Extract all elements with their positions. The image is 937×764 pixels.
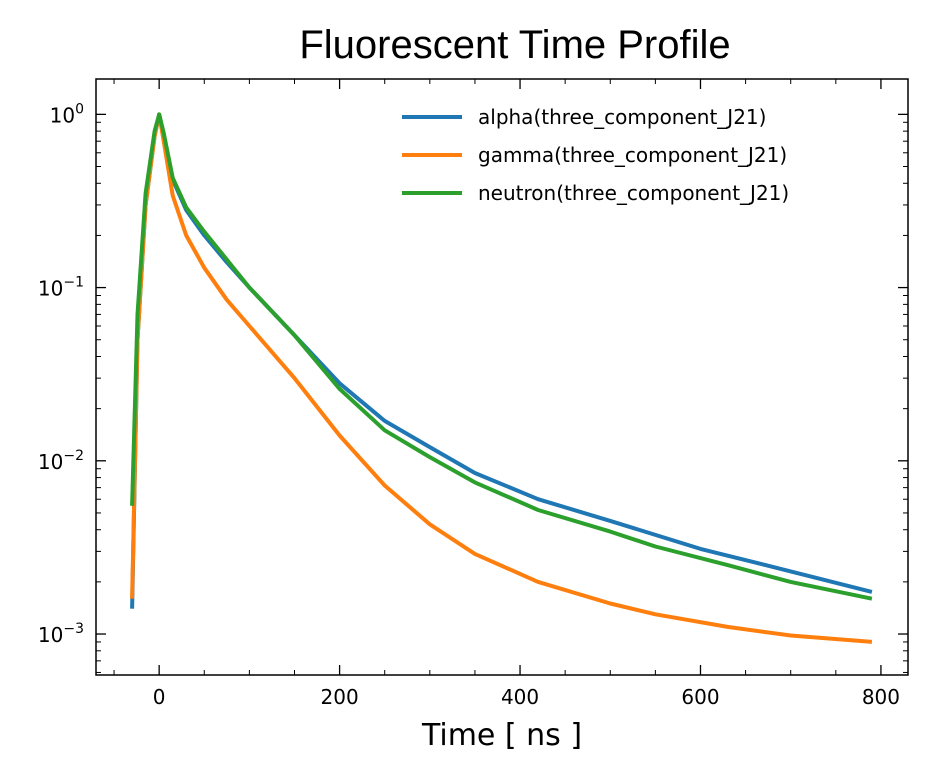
x-axis-label: Time [ ns ]	[421, 718, 582, 753]
x-tick-labels: 0 200 400 600 800	[153, 685, 900, 709]
x-tick-label: 800	[862, 685, 900, 709]
x-tick-label: 200	[321, 685, 359, 709]
lines-layer	[130, 112, 873, 644]
x-tick-label: 600	[681, 685, 719, 709]
y-tick-label: 10−1	[38, 275, 84, 301]
y-tick-labels: 10−3 10−2 10−1 100	[38, 101, 84, 647]
legend-label: neutron(three_component_J21)	[478, 181, 789, 205]
x-tick-label: 0	[153, 685, 166, 709]
legend: alpha(three_component_J21) gamma(three_co…	[402, 105, 789, 205]
y-tick-label: 10−2	[38, 448, 84, 474]
chart-title: Fluorescent Time Profile	[299, 23, 730, 67]
legend-label: gamma(three_component_J21)	[478, 143, 787, 167]
y-tick-label: 100	[50, 101, 84, 127]
plot-frame	[95, 78, 909, 676]
series-line-3	[130, 112, 873, 601]
x-tick-label: 400	[501, 685, 539, 709]
y-tick-label: 10−3	[38, 621, 84, 647]
ticks-layer	[96, 79, 908, 675]
legend-label: alpha(three_component_J21)	[478, 105, 766, 129]
